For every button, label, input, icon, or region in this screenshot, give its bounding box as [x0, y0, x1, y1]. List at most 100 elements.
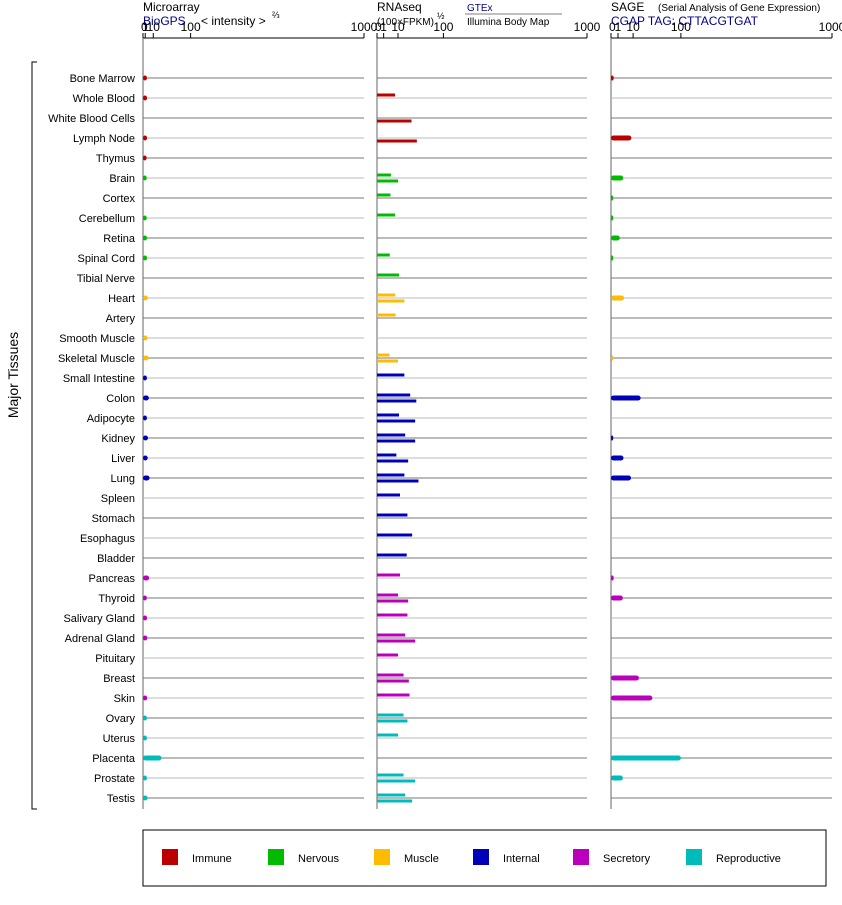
- microarray-bar: [143, 235, 147, 241]
- legend-swatch-immune: [162, 849, 178, 865]
- sage-tick-label: 10: [626, 20, 640, 34]
- microarray-bar: [143, 155, 147, 161]
- tissue-label: Pituitary: [95, 653, 135, 665]
- sage-bar: [611, 575, 614, 581]
- tissue-label: Small Intestine: [63, 373, 135, 385]
- rnaseq-bar-gtex: [377, 533, 413, 537]
- microarray-title: Microarray: [143, 0, 200, 14]
- rnaseq-bar-illumina: [377, 119, 412, 123]
- tissue-label: Uterus: [103, 733, 136, 745]
- microarray-bar: [143, 295, 148, 301]
- rnaseq-bar-illumina: [377, 679, 409, 683]
- tissue-label: Cortex: [103, 193, 136, 205]
- sage-bar: [611, 675, 639, 681]
- rnaseq-bar-gtex: [377, 273, 400, 277]
- microarray-scale-exponent: ⅔: [272, 10, 280, 20]
- rnaseq-bar-gtex: [377, 733, 398, 737]
- microarray-bar: [143, 335, 148, 341]
- rnaseq-bar-gtex: [377, 613, 408, 617]
- tissue-label: Artery: [106, 313, 136, 325]
- tissue-label: Smooth Muscle: [59, 333, 135, 345]
- rnaseq-tick-label: 100: [433, 20, 453, 34]
- y-axis-bracket: [31, 61, 37, 810]
- legend-swatch-muscle: [374, 849, 390, 865]
- sage-tick-label: 1: [615, 20, 622, 34]
- tissue-label: Liver: [111, 453, 135, 465]
- rnaseq-bar-gtex: [377, 453, 397, 457]
- sage-bar: [611, 755, 681, 761]
- rnaseq-bar-gtex: [377, 433, 406, 437]
- tissue-label: Cerebellum: [79, 213, 135, 225]
- microarray-bar: [143, 255, 148, 261]
- microarray-tick-label: 100: [181, 20, 201, 34]
- sage-bar: [611, 135, 632, 141]
- microarray-source: BioGPS: [143, 14, 186, 28]
- rnaseq-bar-illumina: [377, 639, 416, 643]
- microarray-bar: [143, 135, 148, 141]
- microarray-bar: [143, 775, 147, 781]
- tissue-label: Thymus: [96, 153, 136, 165]
- microarray-bar: [143, 475, 150, 481]
- legend-swatch-secretory: [573, 849, 589, 865]
- tissue-label: Skeletal Muscle: [58, 353, 135, 365]
- rnaseq-bar-gtex: [377, 353, 390, 357]
- tissue-label: Lung: [111, 473, 135, 485]
- legend-box: [142, 829, 827, 887]
- rnaseq-bar-gtex: [377, 633, 406, 637]
- legend: Immune Nervous Muscle Internal Secretory Repr…: [162, 849, 781, 865]
- tissue-label: Colon: [106, 393, 135, 405]
- rows-layer: Bone Marrow Whole Blood White Blood Cells L…: [48, 73, 832, 805]
- sage-tick-label: 100: [671, 20, 691, 34]
- rnaseq-bar-gtex: [377, 713, 404, 717]
- rnaseq-title: RNAseq: [377, 0, 422, 14]
- rnaseq-bar-gtex: [377, 373, 405, 377]
- microarray-bar: [143, 795, 148, 801]
- sage-bar: [611, 295, 625, 301]
- sage-bar: [611, 255, 614, 261]
- sage-bar: [611, 75, 614, 81]
- microarray-bar: [143, 575, 150, 581]
- microarray-tick-label: 0: [141, 20, 148, 34]
- rnaseq-bar-gtex: [377, 93, 396, 97]
- sage-bar: [611, 175, 624, 181]
- rnaseq-bar-gtex: [377, 553, 407, 557]
- sage-bar: [611, 695, 653, 701]
- y-axis-title: Major Tissues: [5, 332, 21, 418]
- microarray-bar: [143, 215, 147, 221]
- microarray-bar: [143, 435, 148, 441]
- rnaseq-bar-gtex: [377, 593, 398, 597]
- sage-bar: [611, 775, 623, 781]
- rnaseq-tick-label: 1000: [574, 20, 601, 34]
- rnaseq-bar-illumina: [377, 399, 417, 403]
- tissue-label: Stomach: [92, 513, 135, 525]
- rnaseq-bar-illumina: [377, 419, 416, 423]
- rnaseq-source-illumina: Illumina Body Map: [467, 17, 550, 28]
- rnaseq-bar-illumina: [377, 799, 413, 803]
- rnaseq-bar-illumina: [377, 439, 416, 443]
- rnaseq-bar-illumina: [377, 599, 409, 603]
- rnaseq-bar-gtex: [377, 193, 391, 197]
- rnaseq-bar-gtex: [377, 653, 398, 657]
- rnaseq-bar-gtex: [377, 213, 396, 217]
- rnaseq-bar-illumina: [377, 179, 398, 183]
- microarray-bar: [143, 395, 149, 401]
- microarray-bar: [143, 695, 148, 701]
- rnaseq-bar-gtex: [377, 313, 396, 317]
- microarray-bar: [143, 355, 149, 361]
- legend-label-secretory: Secretory: [603, 853, 651, 865]
- legend-swatch-nervous: [268, 849, 284, 865]
- rnaseq-bar-illumina: [377, 479, 419, 483]
- tissue-label: Breast: [103, 673, 135, 685]
- sage-bar: [611, 195, 614, 201]
- rnaseq-tick-label: 1: [380, 20, 387, 34]
- rnaseq-bar-gtex: [377, 793, 406, 797]
- sage-bar: [611, 475, 632, 481]
- microarray-tick-label: 1: [142, 20, 149, 34]
- tissue-label: Skin: [114, 693, 135, 705]
- rnaseq-bar-illumina: [377, 719, 408, 723]
- rnaseq-bar-gtex: [377, 573, 401, 577]
- legend-swatch-reproductive: [686, 849, 702, 865]
- tissue-label: Prostate: [94, 773, 135, 785]
- sage-bar: [611, 215, 614, 221]
